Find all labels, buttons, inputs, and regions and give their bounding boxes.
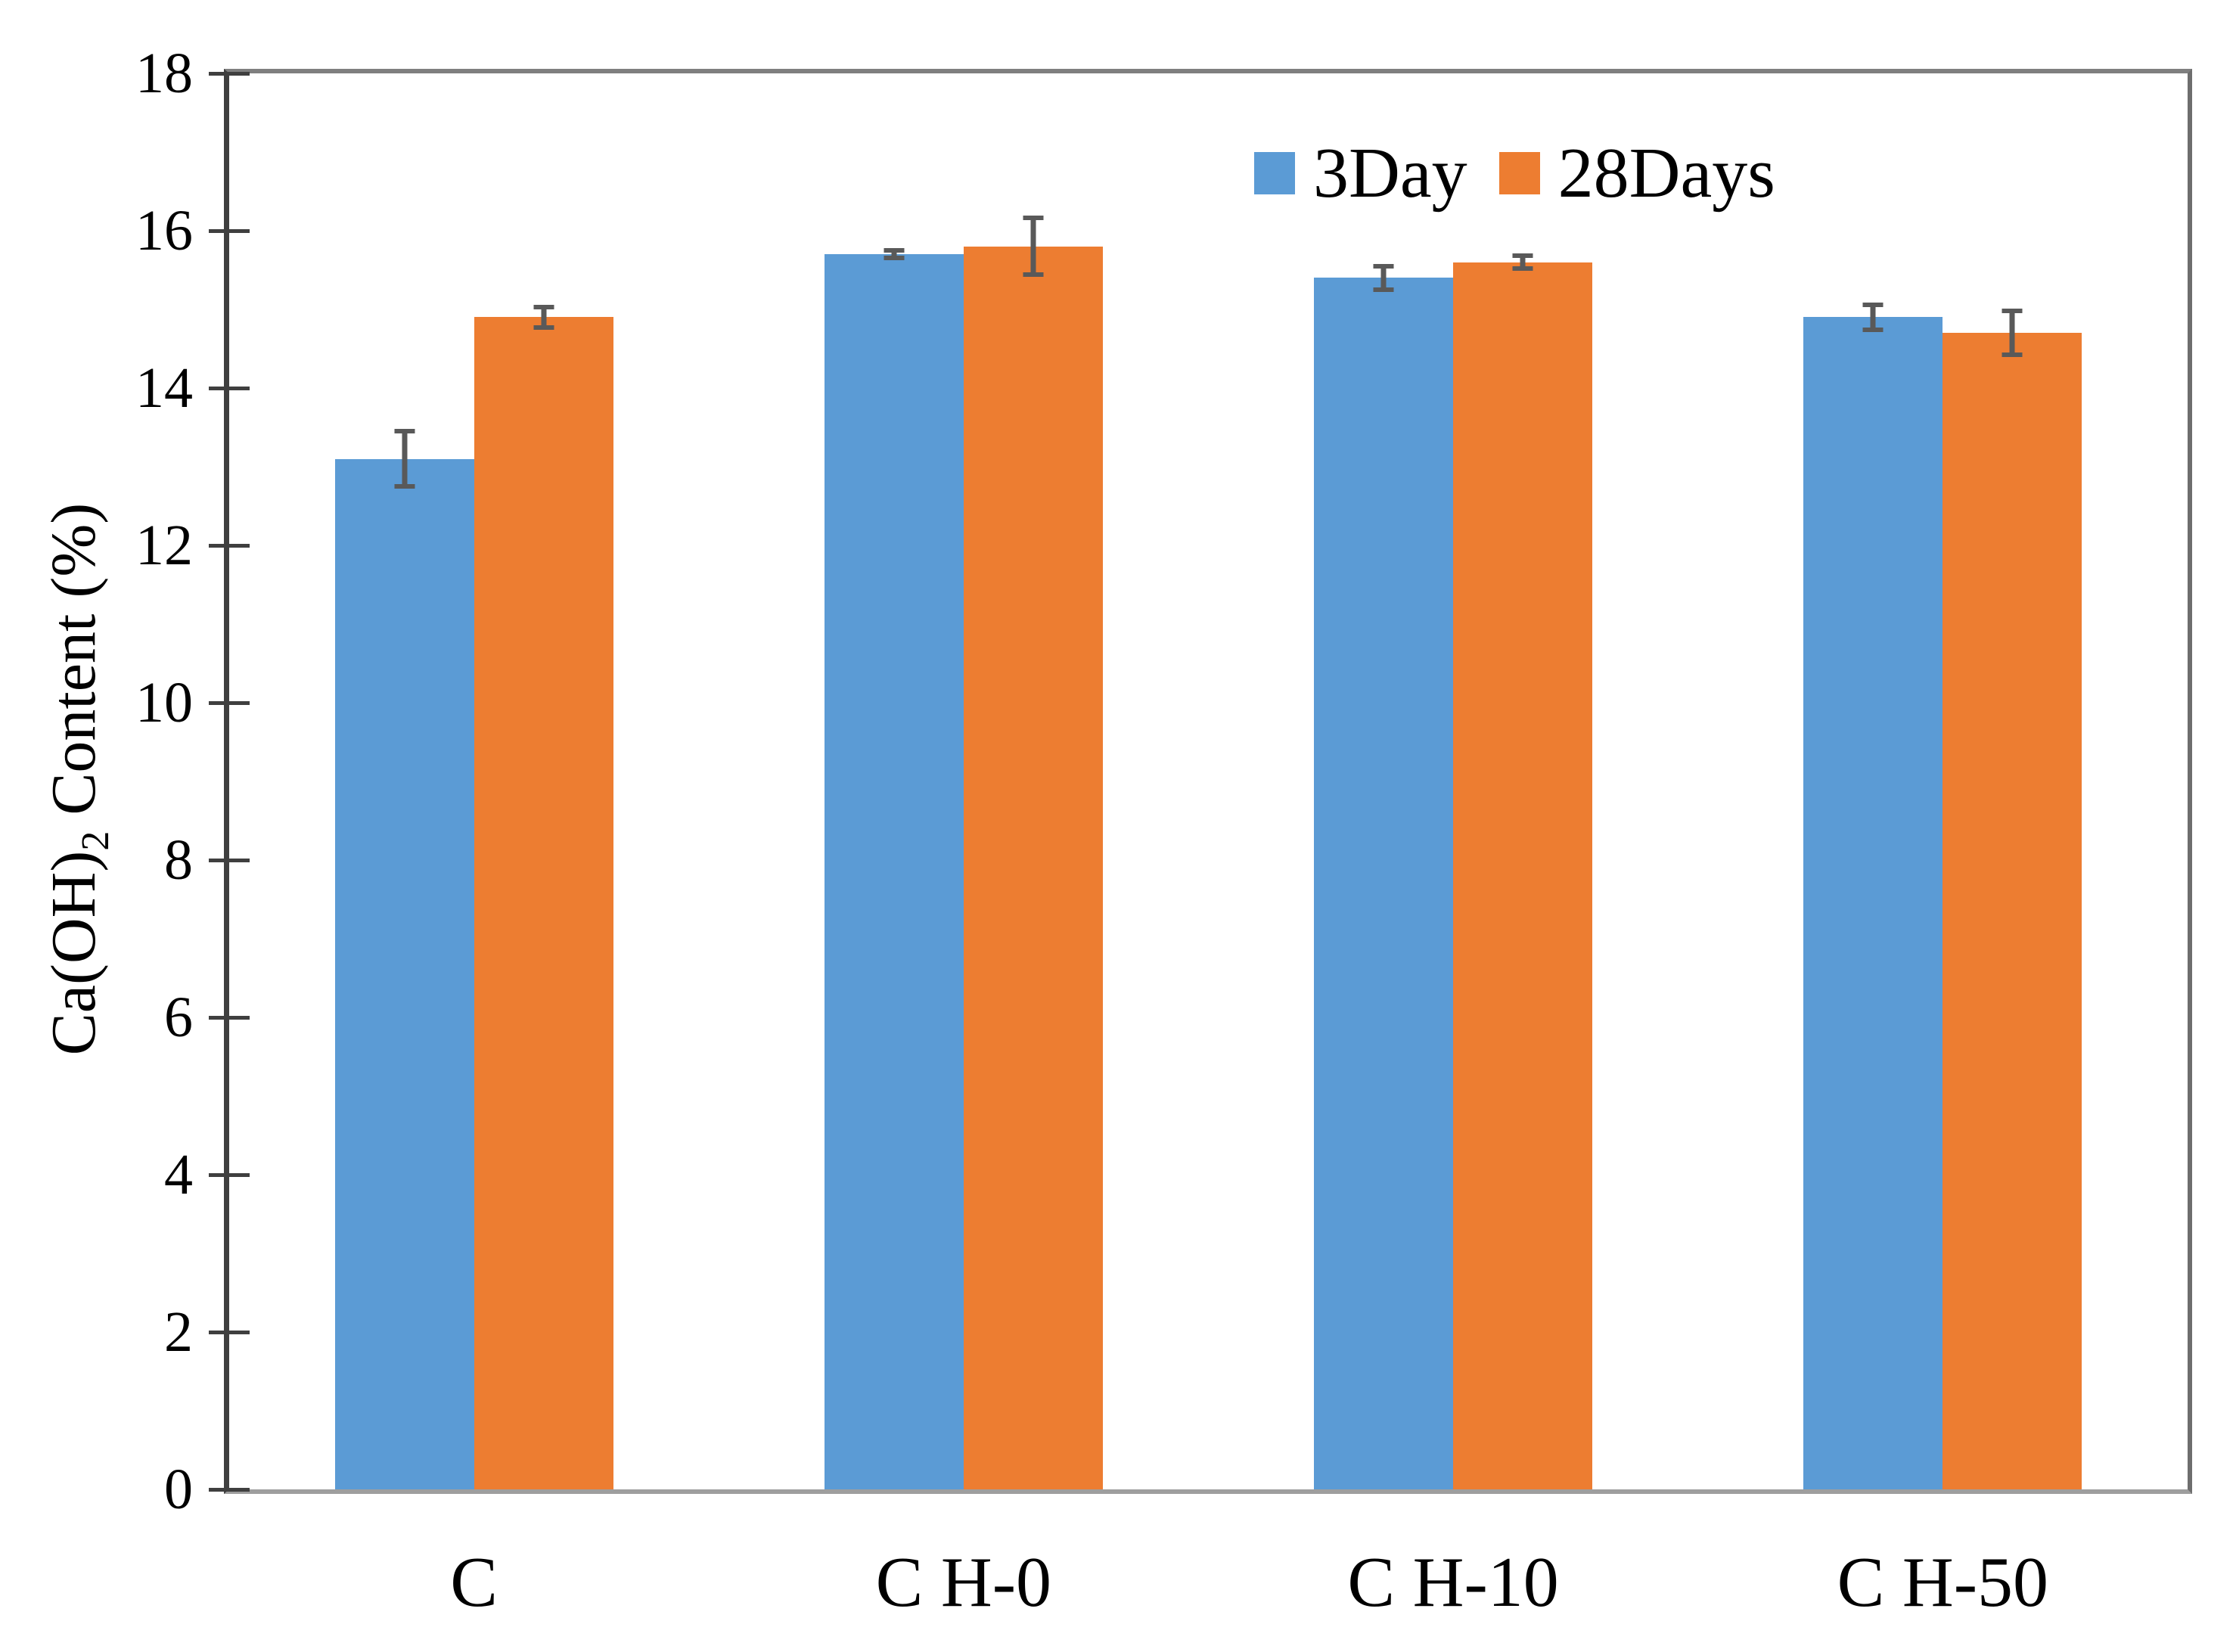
x-category-label-c-h-10: C H-10 bbox=[1347, 1543, 1559, 1622]
y-tick-label-6: 6 bbox=[164, 986, 193, 1049]
error-bar-line bbox=[541, 306, 547, 328]
legend: 3Day 28Days bbox=[1254, 138, 1775, 209]
error-bar-line bbox=[1030, 218, 1036, 275]
bar-group-c-h-50 bbox=[1698, 73, 2188, 1489]
error-bar-cap-bottom bbox=[394, 484, 415, 489]
y-tick-mark-14 bbox=[209, 386, 250, 390]
y-tick-label-16: 16 bbox=[135, 199, 193, 262]
y-tick-mark-18 bbox=[209, 71, 250, 76]
error-bar-cap-bottom bbox=[1862, 328, 1884, 333]
error-bar-cap-top bbox=[533, 304, 554, 309]
bar-28days-c-h-10 bbox=[1453, 253, 1593, 1489]
error-bar-cap-top bbox=[1862, 302, 1884, 307]
bar-28days-c bbox=[474, 304, 613, 1489]
y-tick-mark-8 bbox=[209, 858, 250, 862]
y-tick-label-14: 14 bbox=[135, 356, 193, 420]
error-bar-cap-top bbox=[394, 429, 415, 434]
legend-label-28days: 28Days bbox=[1557, 134, 1775, 213]
error-bar-cap-top bbox=[1373, 263, 1394, 269]
y-tick-mark-12 bbox=[209, 543, 250, 548]
y-tick-label-2: 2 bbox=[164, 1300, 193, 1364]
y-tick-label-8: 8 bbox=[164, 828, 193, 892]
y-axis-title: Ca(OH)2 Content (%) bbox=[39, 503, 117, 1056]
error-bar-line bbox=[1520, 256, 1526, 269]
legend-item-28days: 28Days bbox=[1498, 134, 1775, 213]
error-bar-cap-bottom bbox=[2002, 352, 2023, 358]
y-tick-label-12: 12 bbox=[135, 514, 193, 577]
error-bar-cap-top bbox=[1023, 216, 1044, 221]
y-tick-mark-10 bbox=[209, 700, 250, 705]
y-tick-label-10: 10 bbox=[135, 671, 193, 734]
error-bar-line bbox=[1380, 266, 1387, 290]
legend-label-3day: 3Day bbox=[1313, 134, 1467, 213]
x-category-label-c-h-50: C H-50 bbox=[1837, 1543, 2049, 1622]
bar-group-c-h-0 bbox=[719, 73, 1208, 1489]
bar-group-c bbox=[229, 73, 719, 1489]
error-bar-cap-top bbox=[1512, 253, 1533, 259]
y-tick-mark-4 bbox=[209, 1172, 250, 1177]
y-tick-mark-2 bbox=[209, 1330, 250, 1334]
x-category-label-c-h-0: C H-0 bbox=[875, 1543, 1052, 1622]
legend-swatch-3day bbox=[1254, 152, 1295, 194]
plot-area bbox=[224, 69, 2192, 1494]
error-bar-cap-top bbox=[884, 248, 905, 253]
x-category-label-c: C bbox=[450, 1543, 498, 1622]
bar-group-c-h-10 bbox=[1209, 73, 1698, 1489]
bar-3day-c-h-0 bbox=[824, 248, 964, 1489]
error-bar-line bbox=[402, 431, 408, 487]
bar-3day-c bbox=[334, 429, 474, 1489]
legend-swatch-28days bbox=[1498, 152, 1540, 194]
error-bar-line bbox=[891, 250, 897, 259]
bar-28days-c-h-0 bbox=[963, 216, 1103, 1489]
bar-3day-c-h-50 bbox=[1803, 302, 1943, 1489]
y-tick-label-0: 0 bbox=[164, 1458, 193, 1521]
bar-3day-c-h-10 bbox=[1314, 263, 1454, 1489]
error-bar-cap-bottom bbox=[1373, 287, 1394, 292]
error-bar-cap-bottom bbox=[884, 256, 905, 261]
y-tick-mark-0 bbox=[209, 1487, 250, 1492]
error-bar-cap-top bbox=[2002, 309, 2023, 314]
error-bar-cap-bottom bbox=[1023, 272, 1044, 278]
bar-28days-c-h-50 bbox=[1943, 309, 2082, 1489]
error-bar-line bbox=[1870, 304, 1876, 331]
legend-item-3day: 3Day bbox=[1254, 138, 1467, 209]
y-tick-mark-16 bbox=[209, 228, 250, 233]
y-tick-label-4: 4 bbox=[164, 1143, 193, 1206]
y-tick-label-18: 18 bbox=[135, 42, 193, 105]
y-tick-mark-6 bbox=[209, 1015, 250, 1020]
error-bar-line bbox=[2009, 311, 2015, 356]
error-bar-cap-bottom bbox=[1512, 266, 1533, 271]
error-bar-cap-bottom bbox=[533, 324, 554, 330]
